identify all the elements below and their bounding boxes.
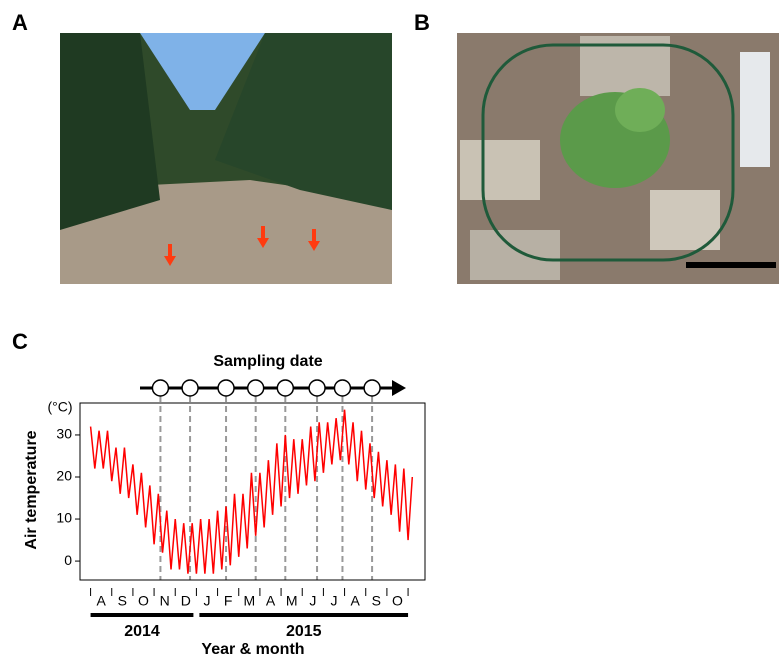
x-tick-label: J — [330, 593, 337, 609]
x-tick-label: D — [181, 593, 191, 609]
x-tick-label: O — [138, 593, 149, 609]
panel-label: B — [414, 10, 430, 35]
y-tick-label: 30 — [56, 426, 72, 442]
x-tick-label: A — [266, 593, 276, 609]
x-axis-label: Year & month — [201, 641, 304, 658]
panel-label: A — [12, 10, 28, 35]
y-axis-label: Air temperature — [23, 430, 40, 549]
sampling-marker — [309, 380, 325, 396]
sampling-marker — [182, 380, 198, 396]
y-unit: (°C) — [47, 399, 72, 415]
y-tick-label: 20 — [56, 468, 72, 484]
x-tick-label: N — [160, 593, 170, 609]
sampling-marker — [218, 380, 234, 396]
x-tick-label: F — [224, 593, 233, 609]
photo-forest — [60, 33, 392, 284]
photo-plant — [457, 33, 779, 284]
y-tick-label: 10 — [56, 510, 72, 526]
x-tick-label: J — [203, 593, 210, 609]
x-tick-label: J — [309, 593, 316, 609]
chart-title: Sampling date — [213, 353, 322, 370]
year-label: 2015 — [286, 623, 322, 640]
x-tick-label: S — [118, 593, 127, 609]
page: {"panels": {"a": "A", "b": "B", "c": "C"… — [0, 0, 781, 660]
x-tick-label: S — [372, 593, 381, 609]
x-tick-label: A — [350, 593, 360, 609]
sampling-marker — [277, 380, 293, 396]
year-label: 2014 — [124, 623, 160, 640]
sampling-marker — [152, 380, 168, 396]
x-tick-label: M — [286, 593, 298, 609]
x-tick-label: M — [243, 593, 255, 609]
y-tick-label: 0 — [64, 552, 72, 568]
x-tick-label: A — [96, 593, 106, 609]
temperature-line — [91, 410, 413, 574]
sampling-marker — [364, 380, 380, 396]
figure: A B C Sampling date 0 10 20 30 (°C) Air temper… — [0, 0, 781, 660]
panel-label: C — [12, 329, 28, 354]
sampling-marker — [334, 380, 350, 396]
arrow-head — [392, 380, 406, 396]
sampling-marker — [248, 380, 264, 396]
x-tick-label: O — [392, 593, 403, 609]
